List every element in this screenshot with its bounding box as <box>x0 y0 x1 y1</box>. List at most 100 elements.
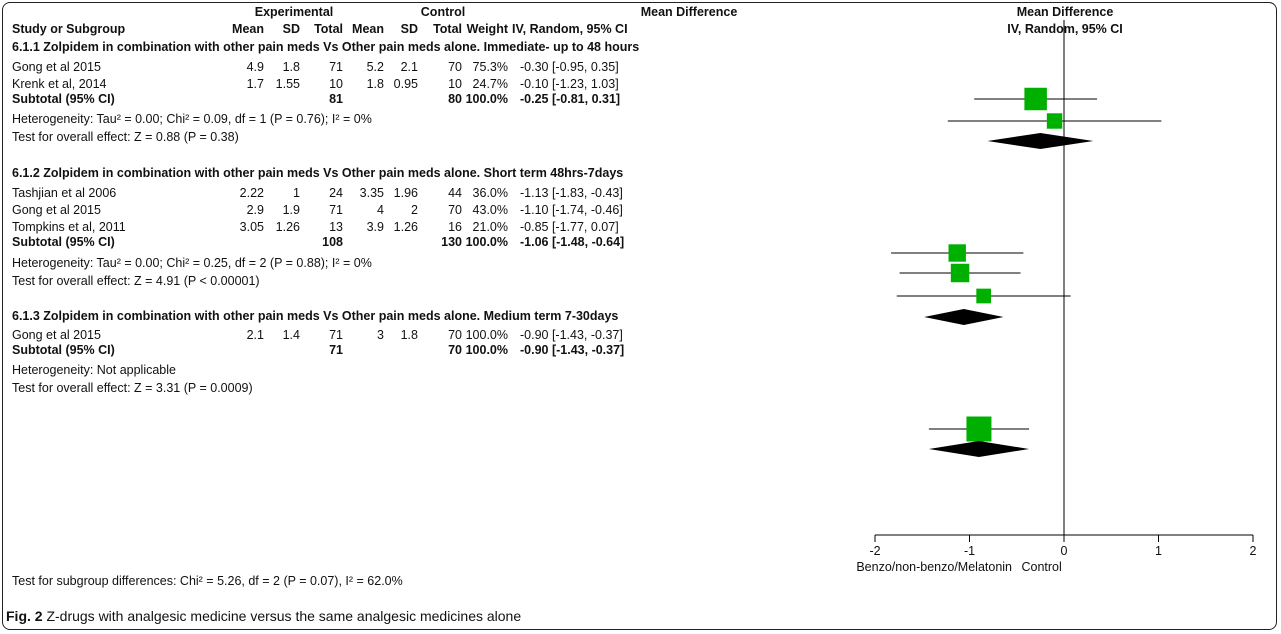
subtotal-total1: 108 <box>322 235 343 249</box>
sd2: 1.8 <box>400 328 418 342</box>
x-axis-tick-label: 2 <box>1250 544 1257 558</box>
sd2: 2 <box>411 203 418 217</box>
weight: 21.0% <box>472 220 508 234</box>
study-name: Tompkins et al, 2011 <box>12 220 126 234</box>
study-square-marker <box>950 263 970 283</box>
forest-plot: -2 -1 0 1 2 Benzo/non-benzo/Melatonin Control <box>856 20 1257 574</box>
md-left-header: Mean Difference <box>640 5 738 19</box>
mean1: 2.1 <box>246 328 264 342</box>
sd1: 1.55 <box>275 77 300 91</box>
total1: 13 <box>329 220 343 234</box>
study-name: Krenk et al, 2014 <box>12 77 107 91</box>
subtotal-ci: -0.25 [-0.81, 0.31] <box>520 92 621 106</box>
mean1: 1.7 <box>246 77 264 91</box>
subtotal-ci: -0.90 [-1.43, -0.37] <box>520 343 625 357</box>
x-axis-label-left: Benzo/non-benzo/Melatonin <box>856 560 1012 574</box>
study-square-marker <box>976 288 992 304</box>
control-group-header: Control <box>420 5 466 19</box>
subgroup-differences-text: Test for subgroup differences: Chi² = 5.… <box>12 574 403 588</box>
subtotal-total2: 130 <box>441 235 462 249</box>
mean1: 2.9 <box>246 203 264 217</box>
subgroup-title: 6.1.2 Zolpidem in combination with other… <box>12 166 624 180</box>
subtotal-weight: 100.0% <box>465 343 508 357</box>
x-axis-tick-label: -1 <box>964 544 975 558</box>
figure-caption: Fig. 2 Z-drugs with analgesic medicine v… <box>6 608 521 624</box>
subtotal-ci: -1.06 [-1.48, -0.64] <box>520 235 625 249</box>
x-axis-label-right: Control <box>1021 560 1061 574</box>
subtotal-total2: 80 <box>448 92 462 106</box>
subtotal-label: Subtotal (95% CI) <box>12 92 115 106</box>
x-axis-tick-label: -2 <box>869 544 880 558</box>
ci-text: -1.10 [-1.74, -0.46] <box>520 203 623 217</box>
total2: 70 <box>448 328 462 342</box>
total1: 24 <box>329 186 343 200</box>
figure-number: Fig. 2 <box>6 608 43 624</box>
total2: 70 <box>448 203 462 217</box>
ci-text: -0.85 [-1.77, 0.07] <box>520 220 619 234</box>
weight: 36.0% <box>472 186 508 200</box>
md-right-header: Mean Difference <box>1016 5 1114 19</box>
subtotal-diamond <box>987 133 1094 149</box>
total2: 16 <box>448 220 462 234</box>
mean2: 4 <box>377 203 384 217</box>
subtotal-total1: 81 <box>329 92 343 106</box>
col-total2: Total <box>433 22 462 36</box>
mean1: 2.22 <box>239 186 264 200</box>
col-sd1: SD <box>282 22 300 36</box>
weight: 24.7% <box>472 77 508 91</box>
ci-text: -0.90 [-1.43, -0.37] <box>520 328 623 342</box>
col-ci-left: IV, Random, 95% CI <box>512 22 628 36</box>
overall-effect-text: Test for overall effect: Z = 0.88 (P = 0… <box>12 130 239 144</box>
sd1: 1.26 <box>275 220 300 234</box>
col-mean2: Mean <box>352 22 384 36</box>
col-sd2: SD <box>400 22 418 36</box>
total2: 44 <box>448 186 462 200</box>
study-square-marker <box>966 416 992 442</box>
subtotal-diamond <box>928 441 1030 457</box>
overall-effect-text: Test for overall effect: Z = 4.91 (P < 0… <box>12 274 260 288</box>
x-axis-tick-label: 1 <box>1155 544 1162 558</box>
heterogeneity-text: Heterogeneity: Tau² = 0.00; Chi² = 0.25,… <box>12 256 372 270</box>
sd1: 1.9 <box>282 203 300 217</box>
mean1: 3.05 <box>239 220 264 234</box>
ci-text: -0.30 [-0.95, 0.35] <box>520 60 619 74</box>
study-name: Tashjian et al 2006 <box>12 186 117 200</box>
mean1: 4.9 <box>246 60 264 74</box>
sd2: 1.26 <box>393 220 418 234</box>
study-name: Gong et al 2015 <box>12 328 101 342</box>
weight: 100.0% <box>465 328 508 342</box>
weight: 75.3% <box>472 60 508 74</box>
study-name: Gong et al 2015 <box>12 60 101 74</box>
study-name: Gong et al 2015 <box>12 203 101 217</box>
weight: 43.0% <box>472 203 508 217</box>
col-study: Study or Subgroup <box>12 22 126 36</box>
total1: 10 <box>329 77 343 91</box>
sd2: 1.96 <box>393 186 418 200</box>
total2: 10 <box>448 77 462 91</box>
subgroup-title: 6.1.3 Zolpidem in combination with other… <box>12 309 619 323</box>
col-ci-right: IV, Random, 95% CI <box>1007 22 1123 36</box>
study-square-marker <box>948 244 966 262</box>
sd2: 2.1 <box>400 60 418 74</box>
ci-text: -1.13 [-1.83, -0.43] <box>520 186 623 200</box>
heterogeneity-text: Heterogeneity: Tau² = 0.00; Chi² = 0.09,… <box>12 112 372 126</box>
subtotal-weight: 100.0% <box>465 92 508 106</box>
figure-caption-text: Z-drugs with analgesic medicine versus t… <box>42 608 522 624</box>
sd1: 1 <box>293 186 300 200</box>
experimental-group-header: Experimental <box>254 5 334 19</box>
study-square-marker <box>1024 87 1047 111</box>
study-square-marker <box>1046 113 1063 129</box>
total1: 71 <box>329 60 343 74</box>
ci-text: -0.10 [-1.23, 1.03] <box>520 77 619 91</box>
subtotal-total1: 71 <box>329 343 343 357</box>
sd2: 0.95 <box>393 77 418 91</box>
total1: 71 <box>329 203 343 217</box>
total2: 70 <box>448 60 462 74</box>
subtotal-label: Subtotal (95% CI) <box>12 343 115 357</box>
total1: 71 <box>329 328 343 342</box>
heterogeneity-text: Heterogeneity: Not applicable <box>12 363 176 377</box>
subtotal-total2: 70 <box>448 343 462 357</box>
x-axis-tick-label: 0 <box>1061 544 1068 558</box>
overall-effect-text: Test for overall effect: Z = 3.31 (P = 0… <box>12 381 253 395</box>
